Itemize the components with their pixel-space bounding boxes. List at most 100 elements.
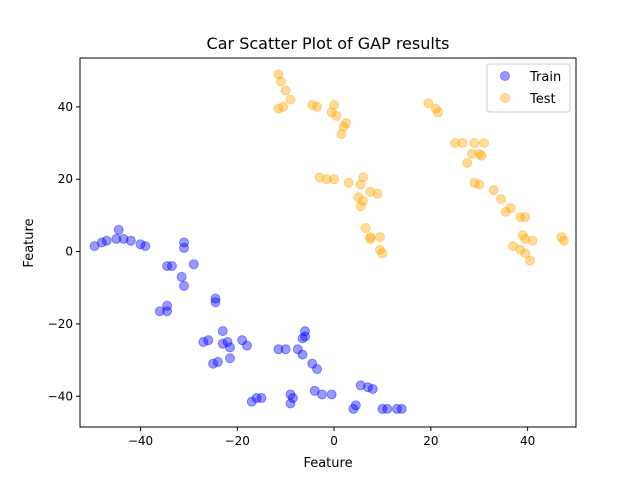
train-point [396,403,407,414]
legend-train-marker [500,71,510,81]
test-point [355,201,366,212]
train-point [382,403,393,414]
train-point [251,393,262,404]
test-point [474,179,485,190]
train-point [101,235,112,246]
train-point [280,344,291,355]
train-point [241,340,252,351]
x-tick-label: −20 [225,434,250,448]
test-point [520,233,531,244]
train-point [307,358,318,369]
test-point [338,121,349,132]
test-point [365,232,376,243]
test-point [520,212,531,223]
test-point [280,85,291,96]
train-point [237,335,248,346]
train-point [162,261,173,272]
test-point [275,76,286,87]
train-point [377,403,388,414]
train-point [154,306,165,317]
test-point [469,138,480,149]
train-point [113,224,124,235]
train-point [179,280,190,291]
y-tick-label: −40 [48,389,73,403]
test-point [476,150,487,161]
test-point [273,69,284,80]
train-point [176,271,187,282]
test-point [515,212,526,223]
test-point [457,138,468,149]
test-point [329,100,340,111]
train-point [300,326,311,337]
train-point [300,331,311,342]
x-tick-label: 0 [330,434,338,448]
test-point [329,174,340,185]
train-point [118,233,129,244]
train-point [217,326,228,337]
train-point [326,389,337,400]
test-point [365,186,376,197]
train-point [297,349,308,360]
test-point [527,235,538,246]
test-point [312,101,323,112]
test-point [358,172,369,183]
train-point [188,259,199,270]
train-point [179,242,190,253]
legend-test-label: Test [529,92,556,107]
train-point [225,353,236,364]
train-point [166,261,177,272]
x-tick-label: 20 [423,434,438,448]
train-point [246,396,257,407]
train-point [96,237,107,248]
train-point [125,235,136,246]
train-point [162,306,173,317]
y-tick-label: 0 [65,245,73,259]
train-point [316,389,327,400]
y-tick-label: 40 [58,100,73,114]
test-point [488,185,499,196]
train-point [212,356,223,367]
test-point [307,100,318,111]
train-point [350,400,361,411]
test-point [500,206,511,217]
test-point [433,107,444,118]
test-point [479,138,490,149]
test-point [336,128,347,139]
train-point [210,297,221,308]
test-point [525,255,536,266]
test-point [495,194,506,205]
train-point [203,335,214,346]
test-point [466,148,477,159]
test-point [341,118,352,129]
axis-ticks: −40 −20 0 20 40 −40 −20 0 20 40 [48,100,536,448]
test-point [556,232,567,243]
test-point [353,192,364,203]
test-point [517,230,528,241]
test-point [430,103,441,114]
train-point [355,380,366,391]
test-point [358,195,369,206]
train-point [89,241,100,252]
y-tick-label: 20 [58,172,73,186]
train-point [135,239,146,250]
y-tick-label: −20 [48,317,73,331]
x-tick-label: 40 [520,434,535,448]
test-point [515,244,526,255]
test-point [520,248,531,259]
plot-frame [79,57,577,428]
train-point [391,403,402,414]
train-point [222,336,233,347]
chart-title: Car Scatter Plot of GAP results [207,34,450,53]
train-point [208,358,219,369]
train-point [273,344,284,355]
test-point [372,188,383,199]
test-point [469,177,480,188]
train-point [198,336,209,347]
test-point [375,244,386,255]
test-point [462,157,473,168]
test-point [423,98,434,109]
test-point [343,177,354,188]
test-point [474,148,485,159]
test-point [278,101,289,112]
train-point [140,241,151,252]
